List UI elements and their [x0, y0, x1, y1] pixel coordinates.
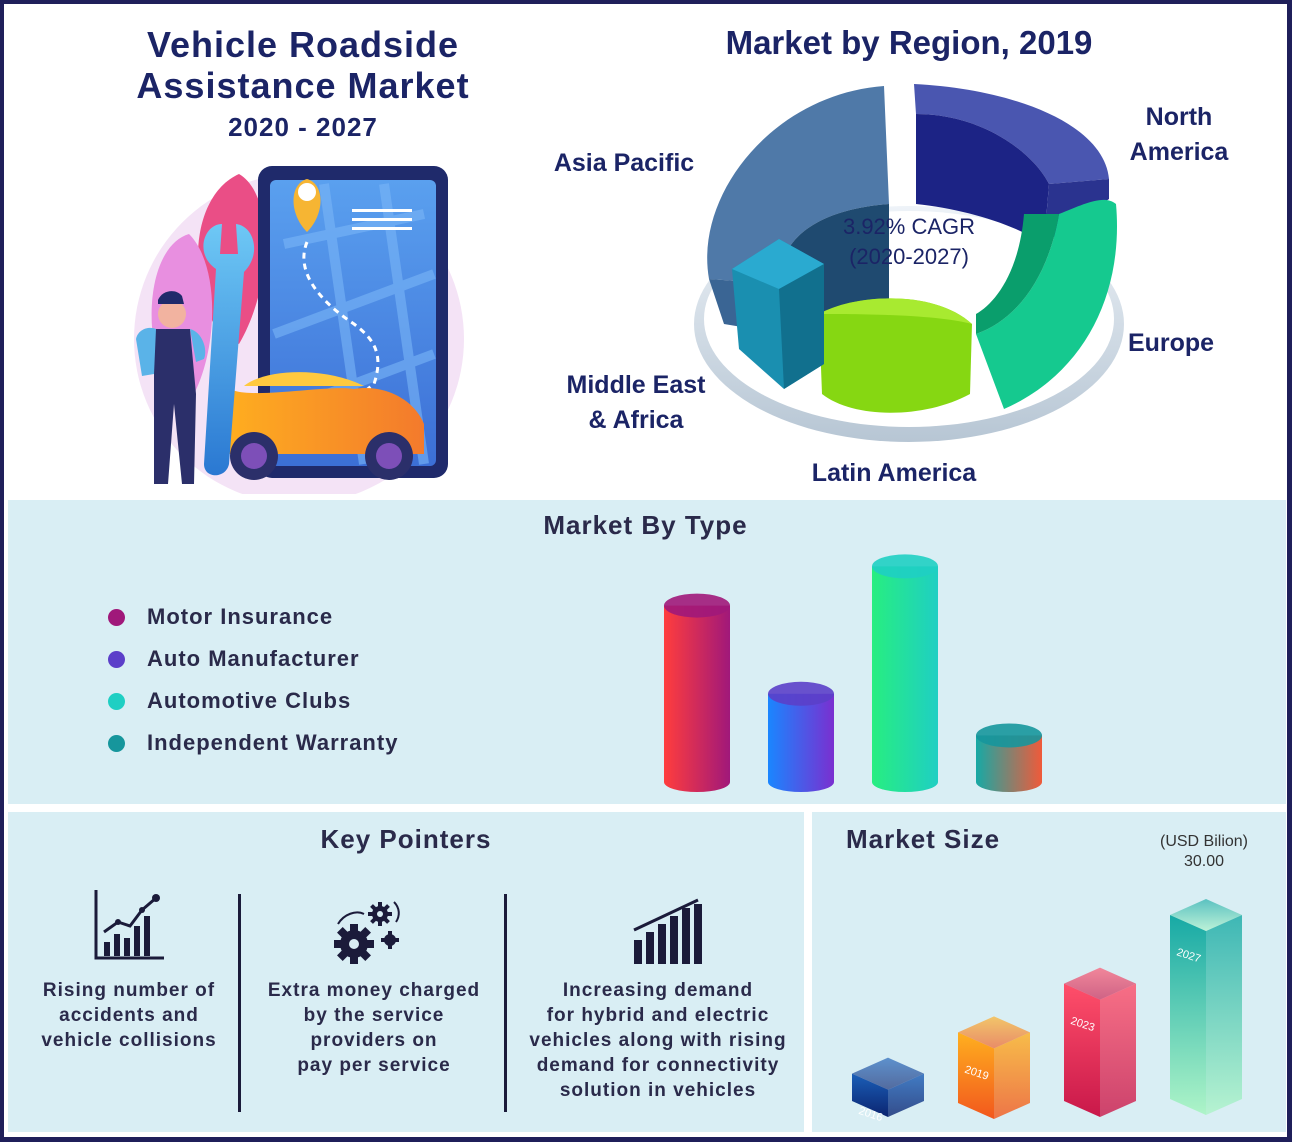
pointer-3-line: for hybrid and electric	[546, 1005, 770, 1026]
pointer-divider	[504, 894, 507, 1112]
pointer-3-line: solution in vehicles	[559, 1080, 757, 1101]
pointer-3-line: demand for connectivity	[536, 1055, 780, 1076]
legend-item: Auto Manufacturer	[108, 644, 360, 674]
label-mea-line-1: Middle East	[566, 371, 706, 399]
cagr-value: 3.92% CAGR	[842, 214, 976, 239]
size-top-value: 30.00	[1183, 853, 1225, 870]
pointer-1-line: vehicle collisions	[41, 1030, 217, 1051]
size-bar: 2016	[852, 1057, 924, 1124]
legend-item: Independent Warranty	[108, 728, 398, 758]
legend-label: Automotive Clubs	[147, 688, 352, 713]
type-bar	[976, 723, 1042, 792]
slice-europe	[976, 199, 1118, 409]
car-body-icon	[219, 384, 424, 454]
legend-dot-icon	[108, 692, 125, 710]
title-line-1: Vehicle Roadside	[146, 24, 460, 65]
type-bar	[872, 554, 938, 792]
region-donut-chart	[694, 84, 1124, 442]
size-section-title: Market Size	[846, 824, 1001, 854]
label-mea-line-2: & Africa	[588, 406, 684, 434]
legend-label: Auto Manufacturer	[147, 646, 360, 671]
size-bar: 2019	[958, 1016, 1030, 1119]
pointer-text-2: Extra money charged by the service provi…	[254, 978, 494, 1078]
label-north-america: North America	[1114, 100, 1244, 170]
cagr-period: (2020-2027)	[849, 244, 969, 269]
pointer-1-line: accidents and	[59, 1005, 199, 1026]
size-bar: 2023	[1064, 967, 1136, 1117]
bar-chart-icon	[633, 898, 702, 964]
mechanic-body	[154, 329, 196, 484]
type-section	[8, 500, 1286, 804]
pointer-divider	[238, 894, 241, 1112]
type-bar	[664, 593, 730, 792]
pointer-2-line: pay per service	[297, 1055, 451, 1076]
growth-chart-icon	[94, 890, 164, 960]
slice-north-america	[914, 84, 1109, 184]
label-latin-america: Latin America	[811, 459, 977, 487]
forecast-years: 2020 - 2027	[228, 112, 378, 142]
size-unit: (USD Bilion)	[1159, 833, 1248, 850]
mechanic-head	[158, 300, 186, 328]
pointer-3-line: Increasing demand	[562, 980, 754, 1001]
legend-label: Motor Insurance	[147, 604, 334, 629]
pointer-2-line: providers on	[310, 1030, 438, 1051]
label-north-america-line-2: America	[1129, 138, 1229, 166]
legend-dot-icon	[108, 608, 125, 626]
pointer-2-line: Extra money charged	[267, 980, 481, 1001]
size-bar: 2027	[1170, 899, 1242, 1115]
legend-item: Automotive Clubs	[108, 686, 351, 716]
label-north-america-line-1: North	[1145, 103, 1213, 131]
pointer-text-3: Increasing demand for hybrid and electri…	[520, 978, 796, 1103]
slice-latin-america	[819, 298, 972, 413]
pointers-section	[8, 812, 804, 1132]
legend-item: Motor Insurance	[108, 602, 333, 632]
legend-label: Independent Warranty	[147, 730, 399, 755]
roadside-illustration	[134, 166, 464, 494]
size-unit-label: (USD Bilion) 30.00	[1144, 832, 1264, 872]
pointer-2-line: by the service	[303, 1005, 445, 1026]
pointer-3-line: vehicles along with rising	[529, 1030, 787, 1051]
type-bar-chart	[664, 554, 1042, 792]
infographic-frame: Vehicle Roadside Assistance Market 2020 …	[4, 4, 1287, 1137]
page-title: Vehicle Roadside Assistance Market	[64, 24, 542, 106]
type-bar	[768, 681, 834, 792]
label-middle-east-africa: Middle East & Africa	[556, 368, 716, 438]
type-section-title: Market By Type	[543, 510, 748, 540]
legend-dot-icon	[108, 734, 125, 752]
title-line-2: Assistance Market	[136, 65, 470, 106]
pointer-1-line: Rising number of	[42, 980, 216, 1001]
label-europe: Europe	[1127, 329, 1215, 357]
pointer-text-1: Rising number of accidents and vehicle c…	[24, 978, 234, 1053]
region-chart-title: Market by Region, 2019	[725, 24, 1093, 61]
pointers-title: Key Pointers	[320, 824, 492, 854]
gears-icon	[334, 901, 400, 964]
wrench-icon	[203, 224, 255, 476]
slice-asia-pacific	[707, 86, 889, 284]
size-bar-chart: 2016 2019 2023 2027	[852, 899, 1242, 1124]
label-asia-pacific: Asia Pacific	[553, 149, 695, 177]
cagr-note: 3.92% CAGR (2020-2027)	[804, 212, 1014, 272]
legend-dot-icon	[108, 650, 125, 668]
